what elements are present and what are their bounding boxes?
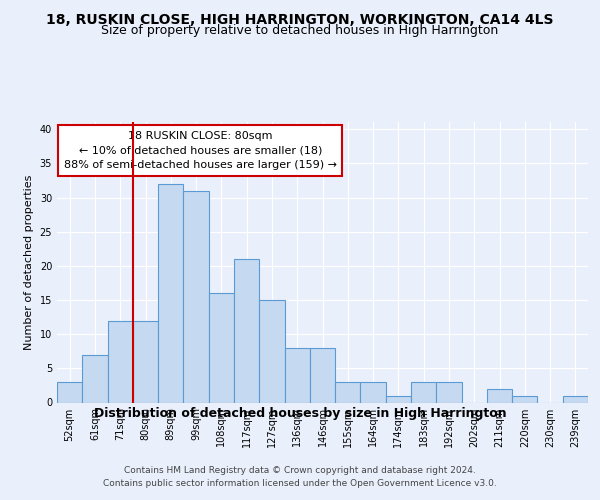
Bar <box>284 348 310 403</box>
Bar <box>82 354 107 403</box>
Text: Size of property relative to detached houses in High Harrington: Size of property relative to detached ho… <box>101 24 499 37</box>
Y-axis label: Number of detached properties: Number of detached properties <box>24 175 34 350</box>
Bar <box>259 300 284 402</box>
Bar <box>158 184 184 402</box>
Bar <box>563 396 588 402</box>
Bar <box>361 382 386 402</box>
Bar <box>184 191 209 402</box>
Bar <box>512 396 538 402</box>
Text: 18, RUSKIN CLOSE, HIGH HARRINGTON, WORKINGTON, CA14 4LS: 18, RUSKIN CLOSE, HIGH HARRINGTON, WORKI… <box>46 12 554 26</box>
Bar <box>234 259 259 402</box>
Bar <box>436 382 461 402</box>
Bar <box>57 382 82 402</box>
Bar <box>335 382 361 402</box>
Bar <box>209 293 234 403</box>
Bar <box>133 320 158 402</box>
Text: Contains HM Land Registry data © Crown copyright and database right 2024.
Contai: Contains HM Land Registry data © Crown c… <box>103 466 497 487</box>
Text: 18 RUSKIN CLOSE: 80sqm
← 10% of detached houses are smaller (18)
88% of semi-det: 18 RUSKIN CLOSE: 80sqm ← 10% of detached… <box>64 131 337 170</box>
Bar <box>487 389 512 402</box>
Bar <box>411 382 436 402</box>
Text: Distribution of detached houses by size in High Harrington: Distribution of detached houses by size … <box>94 408 506 420</box>
Bar <box>107 320 133 402</box>
Bar <box>386 396 411 402</box>
Bar <box>310 348 335 403</box>
